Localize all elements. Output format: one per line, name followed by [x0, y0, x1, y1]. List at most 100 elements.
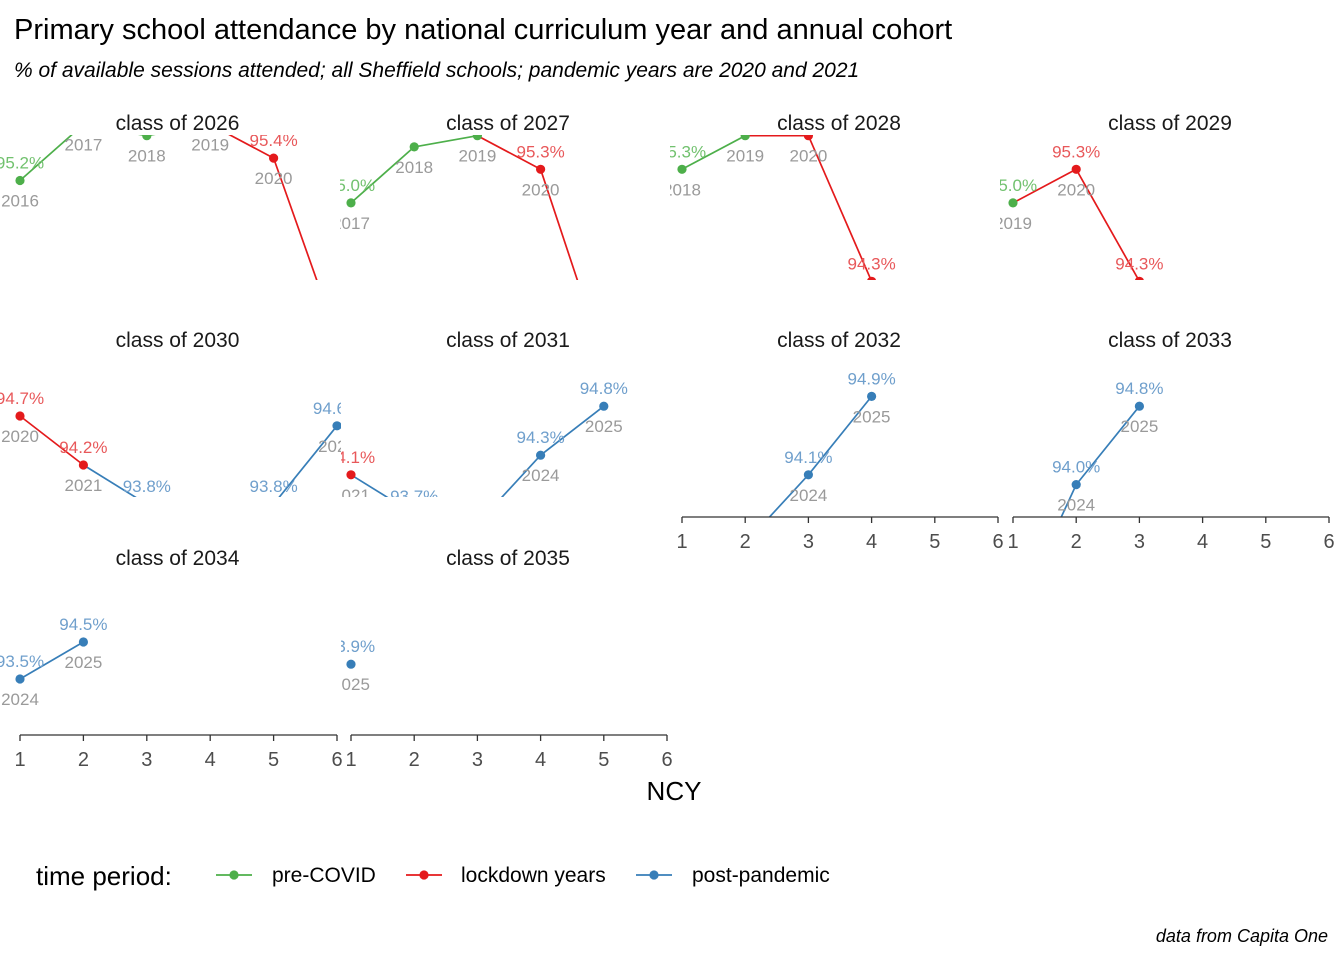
- data-point: [867, 391, 877, 401]
- x-axis: 1 2 3 4 5 6: [1007, 516, 1335, 553]
- data-value-label: 94.8%: [1115, 379, 1163, 398]
- x-tick-label: 4: [1197, 531, 1208, 553]
- legend-title: time period:: [36, 861, 172, 891]
- legend-item: pre-COVID: [216, 864, 376, 887]
- series-line-segment: [350, 146, 415, 204]
- data-point: [78, 460, 88, 470]
- x-tick-label: 1: [345, 749, 356, 771]
- data-year-label: 2022: [648, 404, 686, 423]
- series-line-segment: [228, 135, 274, 159]
- data-point: [473, 519, 482, 528]
- series-line-segment: [1266, 349, 1329, 383]
- data-point: [1261, 378, 1270, 387]
- data-value-label: 93.6%: [186, 497, 234, 516]
- data-value-label: 93.3%: [643, 366, 691, 385]
- x-axis-title: NCY: [647, 776, 702, 806]
- x-tick-label: 6: [1323, 531, 1334, 553]
- series-line-segment: [19, 415, 84, 466]
- data-value-label: 93.6%: [453, 497, 501, 516]
- x-tick-label: 3: [472, 749, 483, 771]
- series-line-segment: [414, 135, 478, 148]
- series-line-segment: [1075, 405, 1141, 486]
- facet-panel: class of 202695.2%201695.7%201795.6%2018…: [0, 98, 318, 280]
- data-year-label: 2019: [458, 147, 496, 166]
- data-value-label: 95.5%: [390, 120, 438, 139]
- x-tick-label: 3: [1134, 531, 1145, 553]
- series-line-segment: [807, 395, 873, 476]
- data-point: [677, 164, 687, 174]
- data-value-label: 94.7%: [0, 389, 44, 408]
- data-point: [409, 142, 419, 152]
- data-value-label: 93.5%: [0, 652, 44, 671]
- series-line-segment: [210, 504, 273, 524]
- facet-strip-label: class of 2032: [777, 329, 901, 352]
- series-line-segment: [350, 474, 389, 497]
- chart-subtitle: % of available sessions attended; all Sh…: [14, 59, 859, 82]
- data-point: [536, 164, 546, 174]
- data-year-label: 2021: [853, 292, 891, 311]
- data-year-label: 2025: [332, 675, 370, 694]
- data-point: [206, 519, 215, 528]
- data-value-label: 95.7%: [59, 98, 107, 117]
- x-tick-label: 4: [205, 749, 216, 771]
- series-line-segment: [500, 454, 542, 497]
- chart-title: Primary school attendance by national cu…: [14, 14, 952, 46]
- data-year-label: 2024: [255, 515, 293, 534]
- data-point: [346, 198, 356, 208]
- data-year-label: 2025: [318, 437, 356, 456]
- facet-panel: class of 2033 92.6% 2023 94.0% 2024 94.8% 2025…: [1007, 329, 1335, 553]
- data-point: [930, 344, 939, 353]
- series-line-segment: [278, 425, 338, 497]
- data-point: [599, 401, 609, 411]
- data-year-label: 2020: [789, 147, 827, 166]
- data-point: [1008, 198, 1018, 208]
- data-point: [803, 470, 814, 480]
- data-year-label: 2017: [64, 136, 102, 155]
- x-tick-label: 3: [803, 531, 814, 553]
- data-point: [332, 421, 341, 431]
- data-year-label: 2023: [979, 382, 1017, 401]
- facet-strip-label: class of 2028: [777, 112, 901, 135]
- data-point: [1134, 276, 1144, 280]
- data-year-label: 2025: [853, 407, 891, 426]
- data-year-label: 2022: [395, 525, 433, 544]
- data-year-label: 2020: [1057, 180, 1095, 199]
- data-year-label: 2022: [663, 574, 701, 593]
- facet-panel: class of 2035 93.9% 2025 1 2 3 4 5 6: [327, 547, 673, 771]
- data-point: [867, 276, 877, 280]
- legend-key-point: [419, 870, 429, 880]
- data-value-label: 94.5%: [59, 615, 107, 634]
- data-value-label: 93.5%: [974, 344, 1022, 363]
- data-value-label: 94.8%: [580, 379, 628, 398]
- data-point: [269, 153, 279, 163]
- data-value-label: 94.1%: [327, 448, 375, 467]
- data-value-label: 94.9%: [847, 369, 895, 388]
- x-tick-label: 6: [331, 749, 342, 771]
- facet-strip-label: class of 2035: [446, 547, 570, 570]
- x-tick-label: 5: [268, 749, 279, 771]
- x-tick-label: 1: [676, 531, 687, 553]
- data-year-label: 2024: [1310, 360, 1344, 379]
- data-year-label: 2018: [663, 180, 701, 199]
- data-value-label: 93.8%: [249, 477, 297, 496]
- data-value-label: 95.2%: [0, 154, 44, 173]
- data-point: [269, 500, 278, 509]
- data-value-label: 94.3%: [1115, 254, 1163, 273]
- data-point: [1071, 164, 1081, 174]
- data-year-label: 2023: [726, 554, 764, 573]
- data-value-label: 94.0%: [1052, 458, 1100, 477]
- data-point: [536, 450, 546, 460]
- x-axis: 1 2 3 4 5 6: [345, 734, 673, 771]
- data-point: [15, 175, 25, 186]
- data-year-label: 2019: [726, 147, 764, 166]
- facet-strip-label: class of 2027: [446, 112, 570, 135]
- data-value-label: 93.9%: [327, 637, 375, 656]
- data-year-label: 2024: [1, 690, 39, 709]
- data-year-label: 2020: [255, 169, 293, 188]
- data-value-label: 94.2%: [59, 438, 107, 457]
- facet-strip-label: class of 2033: [1108, 329, 1232, 352]
- legend-key-point: [229, 870, 239, 880]
- series-line-segment: [681, 135, 746, 171]
